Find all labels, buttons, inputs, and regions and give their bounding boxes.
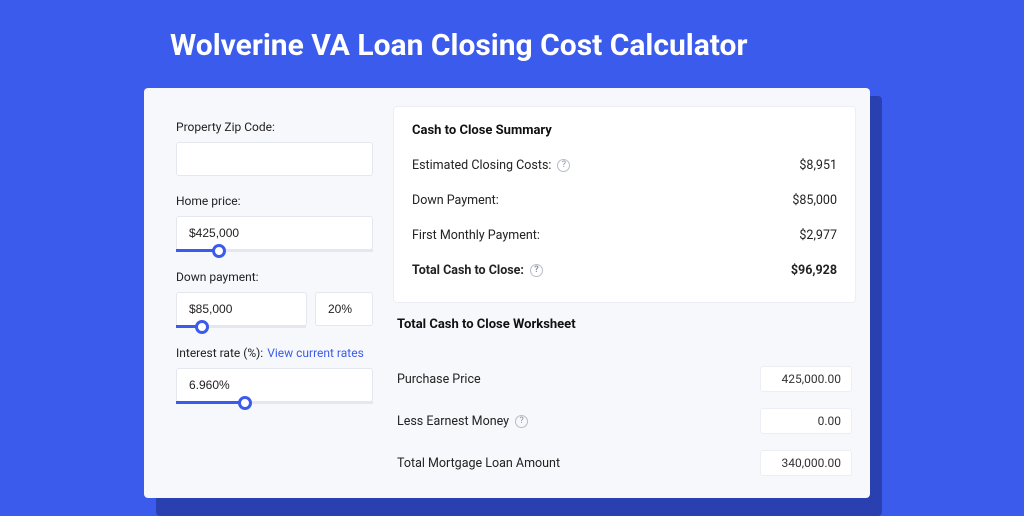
down-payment-slider-thumb[interactable]: [195, 320, 209, 334]
summary-label: Estimated Closing Costs:: [412, 158, 551, 173]
inputs-panel: Property Zip Code: Home price: Down paym…: [158, 106, 383, 498]
interest-rate-slider-thumb[interactable]: [238, 396, 252, 410]
view-rates-link[interactable]: View current rates: [267, 346, 364, 360]
home-price-slider-thumb[interactable]: [212, 244, 226, 258]
down-payment-input[interactable]: [176, 292, 307, 326]
worksheet-label: Total Mortgage Loan Amount: [397, 456, 560, 471]
summary-label: First Monthly Payment:: [412, 228, 540, 243]
interest-rate-slider[interactable]: [176, 401, 373, 404]
down-payment-slider[interactable]: [176, 325, 306, 328]
summary-row-total: Total Cash to Close: ? $96,928: [412, 257, 837, 292]
summary-section: Cash to Close Summary Estimated Closing …: [393, 106, 856, 303]
help-icon[interactable]: ?: [515, 415, 528, 428]
summary-value: $85,000: [792, 193, 837, 208]
worksheet-value: 340,000.00: [760, 450, 852, 476]
summary-label: Total Cash to Close:: [412, 263, 524, 278]
summary-value: $96,928: [791, 263, 837, 278]
home-price-slider[interactable]: [176, 249, 373, 252]
summary-row-closing-costs: Estimated Closing Costs: ? $8,951: [412, 152, 837, 187]
summary-row-down-payment: Down Payment: $85,000: [412, 187, 837, 222]
home-price-input[interactable]: [176, 216, 373, 250]
summary-value: $2,977: [799, 228, 837, 243]
summary-row-monthly-payment: First Monthly Payment: $2,977: [412, 222, 837, 257]
page-title: Wolverine VA Loan Closing Cost Calculato…: [0, 0, 1024, 81]
home-price-label: Home price:: [176, 194, 373, 208]
home-price-group: Home price:: [176, 194, 373, 252]
summary-label: Down Payment:: [412, 193, 499, 208]
help-icon[interactable]: ?: [530, 264, 543, 277]
zip-group: Property Zip Code:: [176, 120, 373, 176]
interest-rate-input[interactable]: [176, 368, 373, 402]
worksheet-section: Total Cash to Close Worksheet Purchase P…: [393, 317, 856, 484]
interest-rate-slider-fill: [176, 401, 245, 404]
worksheet-row-purchase-price: Purchase Price 425,000.00: [397, 358, 852, 400]
interest-rate-group: Interest rate (%): View current rates: [176, 346, 373, 404]
worksheet-value: 425,000.00: [760, 366, 852, 392]
down-payment-group: Down payment:: [176, 270, 373, 328]
calculator-card: Property Zip Code: Home price: Down paym…: [144, 88, 870, 498]
worksheet-label: Purchase Price: [397, 372, 481, 387]
down-payment-label: Down payment:: [176, 270, 373, 284]
zip-input[interactable]: [176, 142, 373, 176]
summary-heading: Cash to Close Summary: [412, 123, 837, 138]
results-panel: Cash to Close Summary Estimated Closing …: [383, 106, 856, 498]
worksheet-label: Less Earnest Money: [397, 414, 509, 429]
down-payment-pct-input[interactable]: [315, 292, 373, 326]
summary-value: $8,951: [799, 158, 837, 173]
help-icon[interactable]: ?: [557, 159, 570, 172]
zip-label: Property Zip Code:: [176, 120, 373, 134]
worksheet-value: 0.00: [760, 408, 852, 434]
worksheet-row-mortgage-amount: Total Mortgage Loan Amount 340,000.00: [397, 442, 852, 484]
worksheet-heading: Total Cash to Close Worksheet: [397, 317, 852, 344]
interest-rate-label: Interest rate (%):: [176, 346, 263, 360]
worksheet-row-earnest-money: Less Earnest Money ? 0.00: [397, 400, 852, 442]
